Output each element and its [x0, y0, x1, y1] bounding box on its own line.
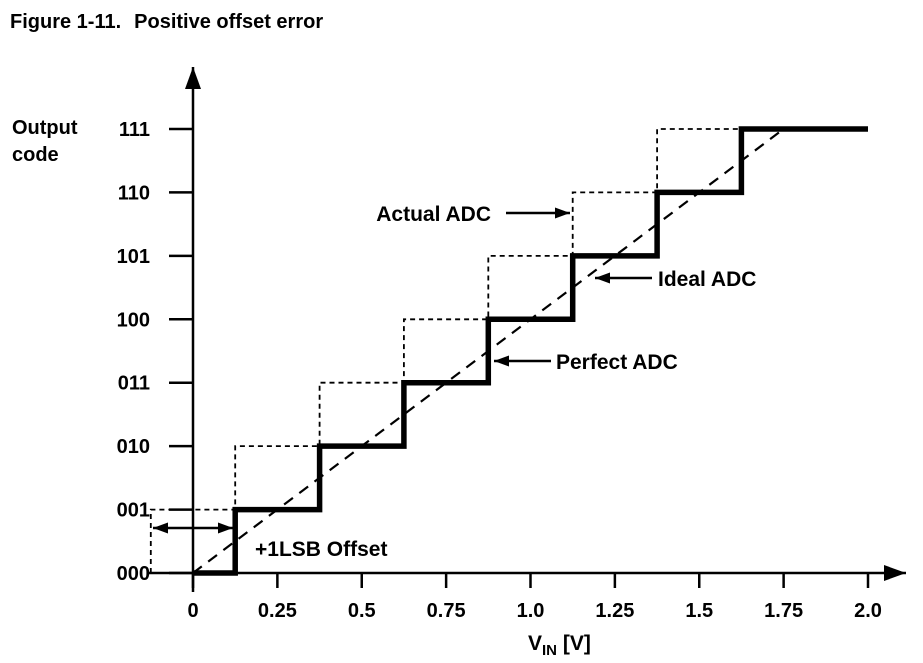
y-tick-label: 111 — [119, 119, 150, 141]
figure-caption: Figure 1-11. Positive offset error — [10, 11, 323, 34]
x-tick-label: 2.0 — [854, 600, 882, 622]
y-tick-label: 000 — [117, 563, 150, 585]
x-tick-label: 0 — [187, 600, 198, 622]
ideal-adc-label: Ideal ADC — [658, 268, 756, 291]
x-tick-label: 0.5 — [348, 600, 376, 622]
figure-title: Positive offset error — [134, 11, 324, 33]
x-tick-label: 1.0 — [517, 600, 545, 622]
perfect-adc-label: Perfect ADC — [556, 351, 678, 374]
x-axis-title: VIN [V] — [528, 632, 591, 659]
series-actual-adc — [149, 128, 868, 573]
x-tick-label: 1.5 — [685, 600, 713, 622]
y-axis-title-line1: Output — [12, 117, 78, 139]
y-tick-label: 011 — [118, 373, 150, 395]
figure-number: Figure 1-11. — [10, 11, 122, 33]
y-tick-label: 010 — [117, 436, 150, 458]
y-axis-title-line2: code — [12, 144, 59, 166]
y-tick-label: 110 — [118, 182, 150, 204]
x-tick-label: 0.25 — [258, 600, 297, 622]
y-axis-title: Output code — [12, 115, 78, 169]
y-tick-label: 101 — [117, 246, 150, 268]
x-tick-label: 0.75 — [427, 600, 466, 622]
x-tick-label: 1.75 — [764, 600, 803, 622]
series-perfect-adc — [193, 126, 868, 576]
x-tick-label: 1.25 — [595, 600, 634, 622]
actual-adc-label: Actual ADC — [376, 203, 491, 226]
y-tick-label: 100 — [117, 309, 150, 331]
plus-1lsb-offset-label: +1LSB Offset — [255, 538, 387, 561]
y-tick-label: 001 — [117, 500, 150, 522]
